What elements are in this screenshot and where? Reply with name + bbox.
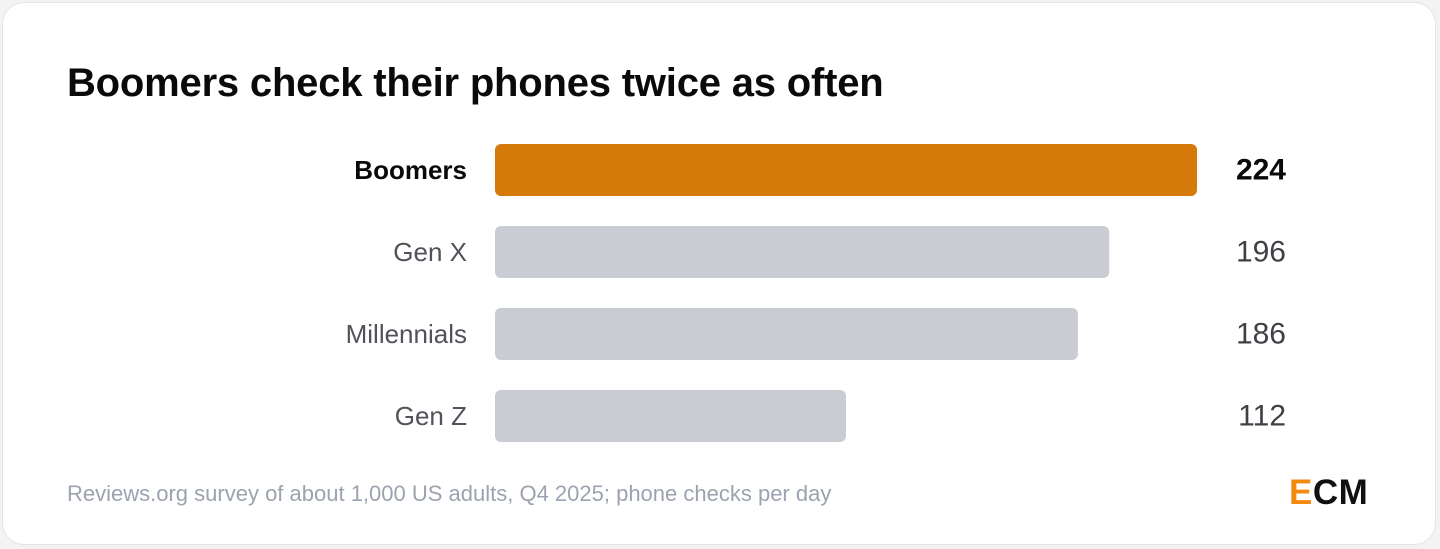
brand-logo: ECM xyxy=(1289,473,1368,513)
bar-gen-x xyxy=(495,226,1110,278)
value-label-boomers: 224 xyxy=(1236,154,1286,187)
bar-millennials xyxy=(495,308,1078,360)
category-label-gen-x: Gen X xyxy=(393,237,467,267)
category-label-boomers: Boomers xyxy=(354,155,467,185)
category-label-millennials: Millennials xyxy=(346,319,467,349)
chart-title: Boomers check their phones twice as ofte… xyxy=(67,61,884,105)
source-note: Reviews.org survey of about 1,000 US adu… xyxy=(67,481,832,506)
value-label-gen-z: 112 xyxy=(1238,400,1286,433)
value-label-millennials: 186 xyxy=(1236,318,1286,351)
bar-gen-z xyxy=(495,390,846,442)
bar-boomers xyxy=(495,144,1197,196)
logo-letter-e: E xyxy=(1289,473,1313,512)
bar-chart: Boomers 224 Gen X 196 Millennials 186 Gen Z 112 xyxy=(346,144,1286,442)
value-label-gen-x: 196 xyxy=(1236,236,1286,269)
logo-letters-cm: CM xyxy=(1312,473,1369,512)
category-label-gen-z: Gen Z xyxy=(395,401,467,431)
